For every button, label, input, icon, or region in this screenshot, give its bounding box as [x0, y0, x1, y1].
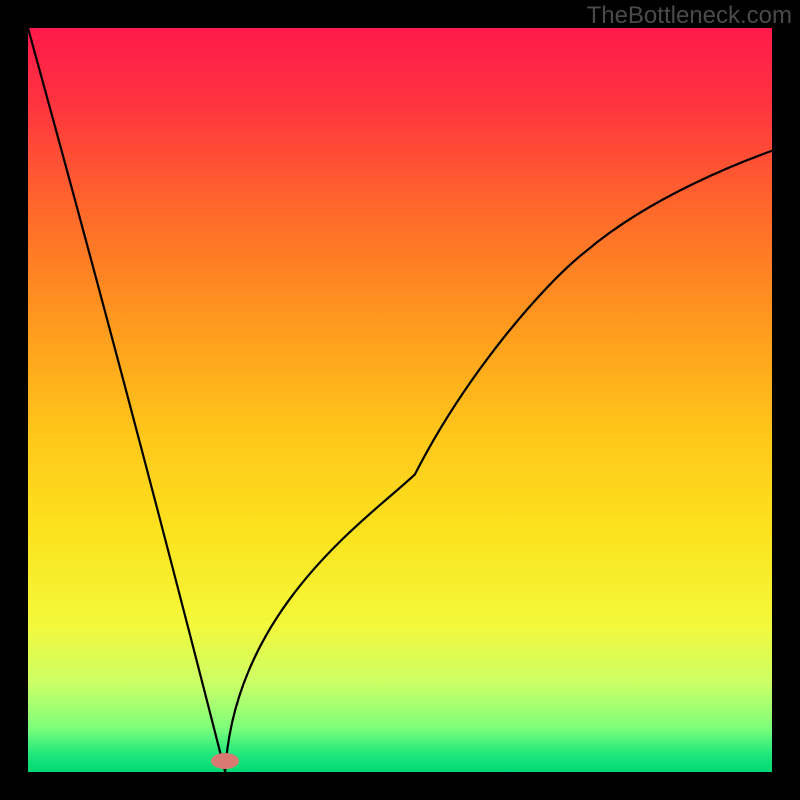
optimum-marker — [211, 753, 239, 769]
plot-area — [28, 28, 772, 772]
bottleneck-curve — [28, 28, 772, 772]
figure-root: TheBottleneck.com — [0, 0, 800, 800]
